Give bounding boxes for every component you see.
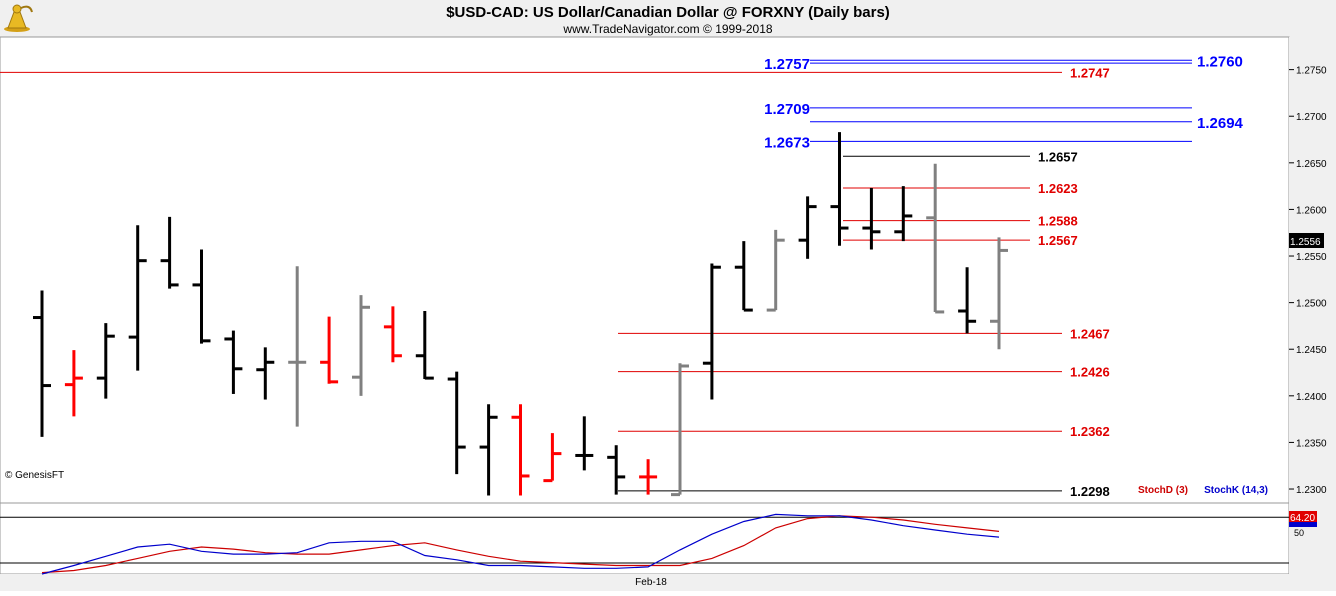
level-label: 1.2588 xyxy=(1038,214,1078,229)
level-label: 1.2362 xyxy=(1070,424,1110,439)
y-tick-label: 1.2700 xyxy=(1296,112,1327,123)
chart-subtitle: www.TradeNavigator.com © 1999-2018 xyxy=(562,22,772,36)
stoch-badge-blue xyxy=(1289,522,1317,527)
time-axis xyxy=(0,574,1336,591)
time-axis-label: Feb-18 xyxy=(635,577,667,588)
stoch-panel-frame xyxy=(0,502,1290,575)
copyright-label: © GenesisFT xyxy=(5,470,64,481)
y-tick-label: 1.2500 xyxy=(1296,299,1327,310)
level-label: 1.2623 xyxy=(1038,181,1078,196)
trumpet-logo-icon xyxy=(4,4,33,32)
stoch-axis-tick: 50 xyxy=(1294,528,1304,538)
level-label: 1.2298 xyxy=(1070,484,1110,499)
stoch-k-legend: StochK (14,3) xyxy=(1204,485,1268,496)
y-tick-label: 1.2750 xyxy=(1296,66,1327,77)
stoch-d-legend: StochD (3) xyxy=(1138,485,1188,496)
stochastic-lines xyxy=(41,513,1000,575)
level-label: 1.2657 xyxy=(1038,149,1078,164)
y-tick-label: 1.2400 xyxy=(1296,392,1327,403)
stoch-reference-lines xyxy=(0,516,1289,564)
level-lines xyxy=(0,59,1192,492)
price-panel-frame xyxy=(0,36,1290,504)
level-label: 1.2747 xyxy=(1070,65,1110,80)
y-tick-label: 1.2600 xyxy=(1296,205,1327,216)
level-label: 1.2757 xyxy=(764,56,810,73)
level-label: 1.2760 xyxy=(1197,53,1243,70)
level-label: 1.2426 xyxy=(1070,365,1110,380)
stoch-k-line xyxy=(41,513,1000,575)
y-tick-label: 1.2350 xyxy=(1296,438,1327,449)
last-price-badge xyxy=(1289,233,1324,248)
y-tick-label: 1.2650 xyxy=(1296,159,1327,170)
price-bars xyxy=(33,132,1008,497)
level-label: 1.2709 xyxy=(764,101,810,118)
level-label: 1.2567 xyxy=(1038,233,1078,248)
y-tick-label: 1.2550 xyxy=(1296,252,1327,263)
price-axis xyxy=(1289,37,1336,574)
level-label: 1.2673 xyxy=(764,134,810,151)
header-band xyxy=(0,0,1336,37)
level-label: 1.2467 xyxy=(1070,326,1110,341)
y-tick-label: 1.2450 xyxy=(1296,345,1327,356)
stoch-badge-value: 64.20 xyxy=(1290,513,1315,524)
y-tick-label: 1.2300 xyxy=(1296,485,1327,496)
level-label: 1.2694 xyxy=(1197,115,1244,132)
price-axis-ticks: 1.2750 1.2700 1.2650 1.2600 1.2550 1.2500 1.24… xyxy=(1289,66,1327,496)
last-price-label: 1.2556 xyxy=(1290,237,1321,248)
stoch-badge-red xyxy=(1289,511,1317,522)
level-labels: 1.2757 1.2760 1.2747 1.2709 1.2694 1.2673 1.26… xyxy=(764,53,1243,499)
chart-title: $USD-CAD: US Dollar/Canadian Dollar @ FO… xyxy=(446,4,890,21)
